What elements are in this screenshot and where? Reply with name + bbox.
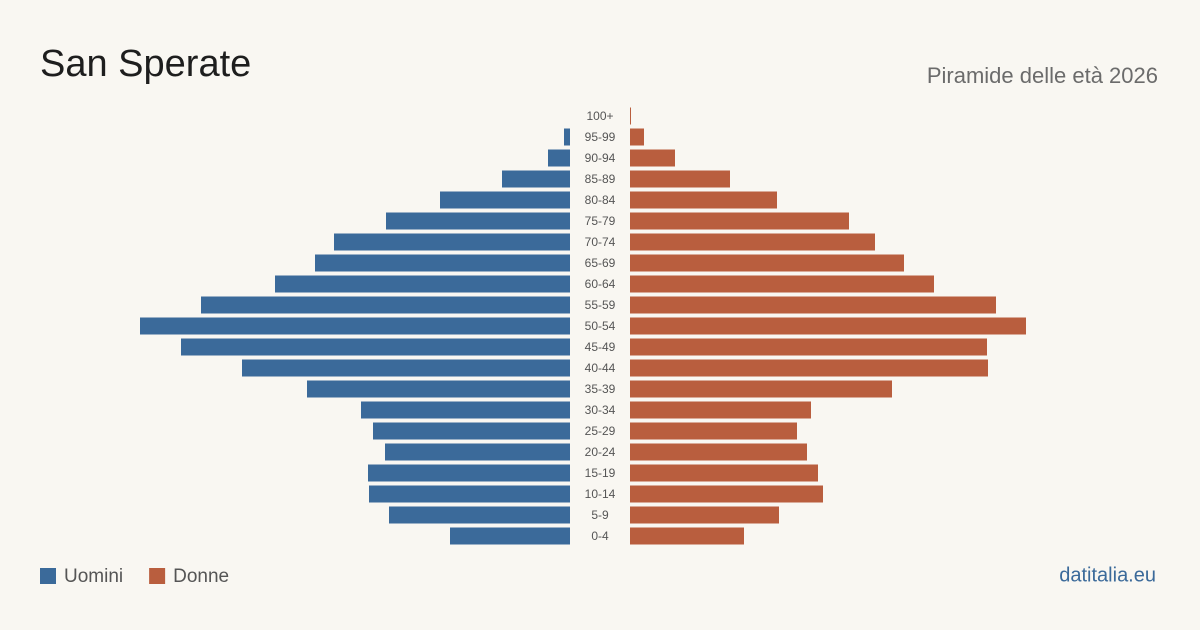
bar: [361, 401, 570, 419]
age-label: 40-44: [585, 361, 616, 375]
bar: [373, 422, 570, 440]
age-label: 50-54: [585, 319, 616, 333]
bar: [630, 359, 988, 377]
age-label: 60-64: [585, 277, 616, 291]
bar: [548, 149, 570, 167]
bar: [630, 443, 807, 461]
bar: [630, 275, 934, 293]
legend-label: Uomini: [64, 566, 123, 587]
bar: [315, 254, 570, 272]
age-label: 100+: [586, 109, 613, 123]
bar: [630, 485, 823, 503]
age-label: 85-89: [585, 172, 616, 186]
bar: [630, 233, 875, 251]
bar: [630, 170, 730, 188]
bar: [242, 359, 570, 377]
bar: [630, 212, 849, 230]
age-label: 30-34: [585, 403, 616, 417]
legend-label: Donne: [173, 566, 229, 587]
bar: [630, 296, 996, 314]
bar: [630, 317, 1026, 335]
age-label: 55-59: [585, 298, 616, 312]
bar: [630, 191, 777, 209]
bar: [630, 149, 675, 167]
chart-title: San Sperate: [40, 43, 251, 85]
bar: [630, 527, 744, 545]
legend-swatch: [149, 568, 166, 584]
bar: [385, 443, 570, 461]
bar: [368, 464, 570, 482]
age-label: 65-69: [585, 256, 616, 270]
bar: [630, 422, 797, 440]
bar: [307, 380, 570, 398]
age-label: 95-99: [585, 130, 616, 144]
bar: [630, 128, 644, 146]
age-label: 35-39: [585, 382, 616, 396]
chart-subtitle: Piramide delle età 2026: [927, 63, 1158, 88]
bar: [201, 296, 570, 314]
bar: [564, 128, 570, 146]
age-label: 20-24: [585, 445, 616, 459]
age-label: 10-14: [585, 487, 616, 501]
age-label: 5-9: [591, 508, 609, 522]
age-label: 90-94: [585, 151, 616, 165]
bar: [502, 170, 570, 188]
bar: [630, 506, 779, 524]
age-label: 70-74: [585, 235, 616, 249]
bar: [440, 191, 570, 209]
bar: [630, 464, 818, 482]
age-label: 25-29: [585, 424, 616, 438]
bar: [275, 275, 570, 293]
bar: [369, 485, 570, 503]
age-label: 75-79: [585, 214, 616, 228]
bar: [630, 401, 811, 419]
bar: [630, 107, 631, 125]
age-label: 45-49: [585, 340, 616, 354]
age-label: 80-84: [585, 193, 616, 207]
age-label: 15-19: [585, 466, 616, 480]
bar: [389, 506, 570, 524]
bar: [450, 527, 570, 545]
bar: [630, 380, 892, 398]
bar: [334, 233, 570, 251]
legend-swatch: [40, 568, 56, 584]
age-label: 0-4: [591, 529, 609, 543]
source: datitalia.eu: [1059, 564, 1156, 586]
bar: [181, 338, 570, 356]
bar: [630, 338, 987, 356]
bar: [140, 317, 570, 335]
bar: [630, 254, 904, 272]
bar: [386, 212, 570, 230]
